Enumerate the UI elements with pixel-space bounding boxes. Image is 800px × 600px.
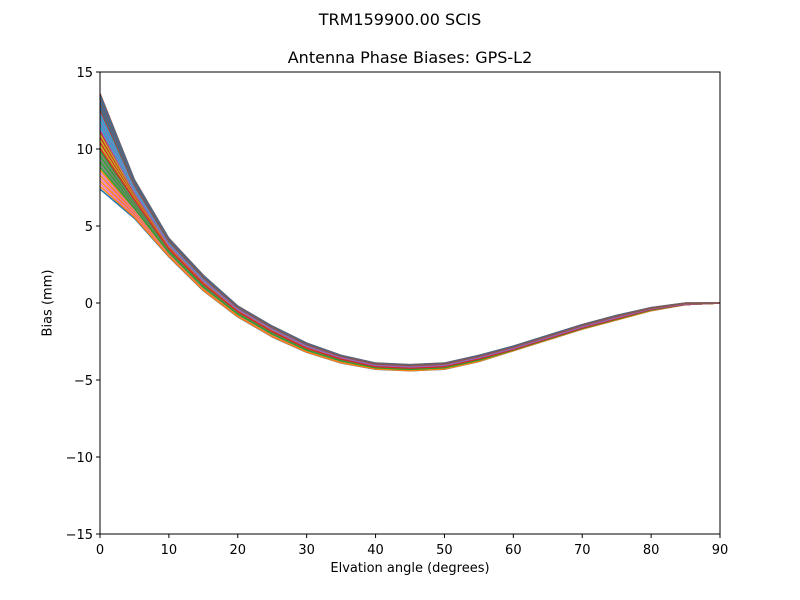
y-tick-label: 15 <box>76 66 93 81</box>
y-tick-label: 5 <box>85 220 93 235</box>
bias-curve <box>99 117 721 367</box>
x-tick-label: 80 <box>643 543 660 558</box>
bias-curve <box>99 147 721 369</box>
bias-curve <box>99 101 721 366</box>
bias-curves <box>99 93 721 372</box>
x-tick-label: 0 <box>96 543 104 558</box>
bias-curve <box>99 109 721 367</box>
bias-curve <box>99 150 721 370</box>
bias-curve <box>99 144 721 369</box>
bias-curve <box>99 142 721 369</box>
y-tick-label: −10 <box>66 451 93 466</box>
figure-suptitle: TRM159900.00 SCIS <box>318 10 482 29</box>
bias-curve <box>99 153 721 370</box>
x-tick-label: 10 <box>161 543 178 558</box>
bias-curve <box>99 120 721 368</box>
x-axis-label: Elvation angle (degrees) <box>330 561 490 576</box>
x-tick-label: 40 <box>367 543 384 558</box>
bias-curve <box>99 155 721 370</box>
bias-curve <box>99 93 720 366</box>
bias-curve <box>99 139 721 369</box>
bias-curve <box>99 98 721 366</box>
x-tick-label: 50 <box>436 543 453 558</box>
y-tick-label: 10 <box>76 143 93 158</box>
bias-curve <box>99 136 721 369</box>
x-tick-label: 30 <box>298 543 315 558</box>
x-tick-label: 90 <box>712 543 729 558</box>
axes-frame <box>99 71 721 535</box>
bias-curve <box>99 112 721 367</box>
bias-curve <box>99 123 721 368</box>
x-tick-label: 70 <box>574 543 591 558</box>
x-tick-label: 60 <box>505 543 522 558</box>
y-tick-label: −15 <box>66 528 93 543</box>
y-axis-ticks: −15 −10 −5 0 5 10 15 <box>66 66 100 543</box>
bias-curve <box>99 104 721 367</box>
bias-curve <box>99 106 721 367</box>
bias-curve <box>99 131 721 368</box>
y-tick-label: 0 <box>85 297 93 312</box>
bias-curve <box>99 96 721 366</box>
bias-curve <box>99 134 721 368</box>
bias-curve <box>99 115 721 367</box>
chart-title: Antenna Phase Biases: GPS-L2 <box>287 48 533 67</box>
bias-curve <box>99 128 721 368</box>
x-axis-ticks: 0 10 20 30 40 50 60 70 80 90 <box>96 534 728 558</box>
y-tick-label: −5 <box>74 374 93 389</box>
bias-curve <box>99 125 721 368</box>
x-tick-label: 20 <box>230 543 247 558</box>
